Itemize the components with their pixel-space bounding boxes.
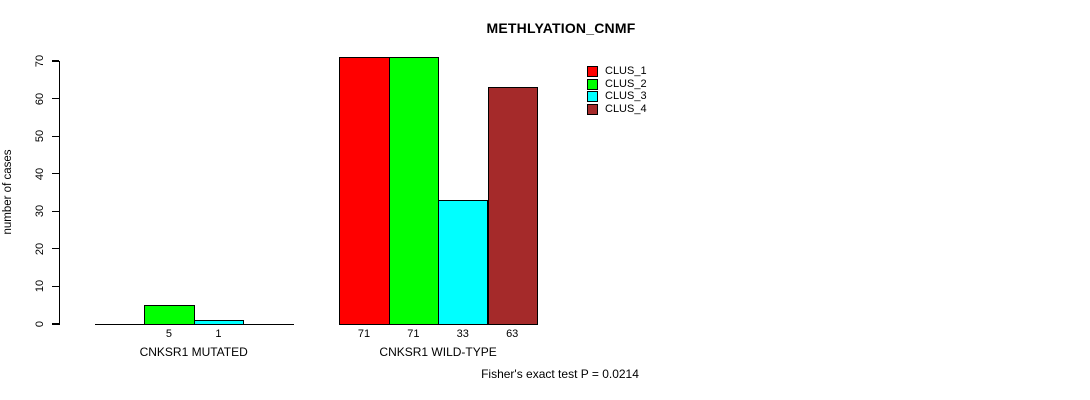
bar-value-label: 5	[165, 328, 172, 340]
y-axis-line	[58, 61, 60, 326]
legend-swatch-clus_4	[587, 103, 598, 115]
legend-label: CLUS_2	[605, 77, 647, 90]
legend-label: CLUS_1	[605, 65, 647, 77]
y-tick-label: 30	[34, 205, 46, 218]
bar-value-label: 1	[215, 328, 222, 340]
y-tick-mark	[52, 173, 59, 175]
y-tick-label: 20	[34, 242, 46, 255]
y-tick-label: 60	[34, 92, 46, 105]
x-group-label: CNKSR1 MUTATED	[139, 344, 248, 359]
bar-clus_1	[339, 57, 390, 326]
y-tick-mark	[52, 248, 59, 250]
y-tick-mark	[52, 135, 59, 137]
y-tick-mark	[52, 323, 59, 325]
bar-value-label: 71	[407, 328, 420, 340]
y-tick-mark	[52, 60, 59, 62]
chart-title: METHLYATION_CNMF	[486, 20, 636, 36]
y-tick-mark	[52, 97, 59, 100]
y-axis-label: number of cases	[2, 149, 14, 235]
y-tick-mark	[52, 285, 59, 288]
y-tick-label: 0	[34, 320, 46, 328]
legend-label: CLUS_4	[605, 102, 647, 115]
bar-clus_3	[438, 200, 489, 326]
legend-swatch-clus_3	[587, 91, 598, 103]
bar-clus_2	[388, 57, 440, 326]
legend-swatch-clus_2	[587, 78, 598, 90]
legend-label: CLUS_3	[605, 90, 647, 103]
y-tick-label: 70	[34, 54, 46, 68]
y-tick-label: 40	[34, 167, 46, 180]
bar-clus_2	[144, 305, 195, 326]
bar-value-label: 33	[456, 328, 469, 340]
y-tick-mark	[52, 210, 59, 212]
x-group-label: CNKSR1 WILD-TYPE	[379, 344, 497, 359]
legend-swatch-clus_1	[587, 66, 598, 77]
fisher-test-annotation: Fisher's exact test P = 0.0214	[481, 367, 639, 381]
y-tick-label: 10	[34, 280, 46, 293]
bar-value-label: 71	[357, 328, 371, 340]
bar-clus_3	[193, 320, 245, 326]
bar-value-label: 63	[506, 328, 519, 340]
y-tick-label: 50	[34, 130, 46, 143]
bar-clus_4	[487, 87, 538, 326]
